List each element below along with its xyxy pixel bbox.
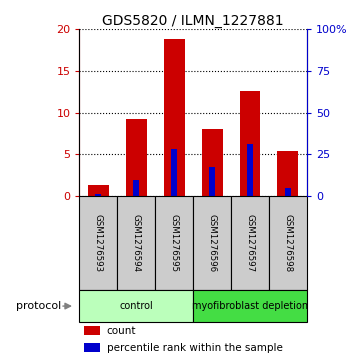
Bar [278,151,298,196]
Bar [171,150,177,196]
Bar [164,38,184,196]
Bar [88,185,109,196]
Text: myofibroblast depletion: myofibroblast depletion [192,301,308,311]
Text: control: control [119,301,153,311]
Text: protocol: protocol [16,301,61,311]
Text: GSM1276594: GSM1276594 [132,214,141,272]
Bar [155,196,193,290]
Text: GSM1276595: GSM1276595 [170,214,179,272]
Bar [133,180,139,196]
Bar [193,196,231,290]
Bar [79,290,193,322]
Bar [84,343,100,352]
Bar [117,196,155,290]
Bar [247,144,253,196]
Text: count: count [107,326,136,336]
Bar [240,91,260,196]
Text: percentile rank within the sample: percentile rank within the sample [107,343,283,352]
Bar [79,196,117,290]
Bar [202,129,222,196]
Bar [95,194,101,196]
Text: GSM1276596: GSM1276596 [208,214,217,272]
Bar [193,290,307,322]
Title: GDS5820 / ILMN_1227881: GDS5820 / ILMN_1227881 [102,14,284,28]
Bar [285,188,291,196]
Bar [84,326,100,335]
Text: GSM1276598: GSM1276598 [283,214,292,272]
Bar [231,196,269,290]
Bar [126,119,147,196]
Bar [269,196,307,290]
Text: GSM1276597: GSM1276597 [245,214,255,272]
Bar [209,167,215,196]
Text: GSM1276593: GSM1276593 [94,214,103,272]
